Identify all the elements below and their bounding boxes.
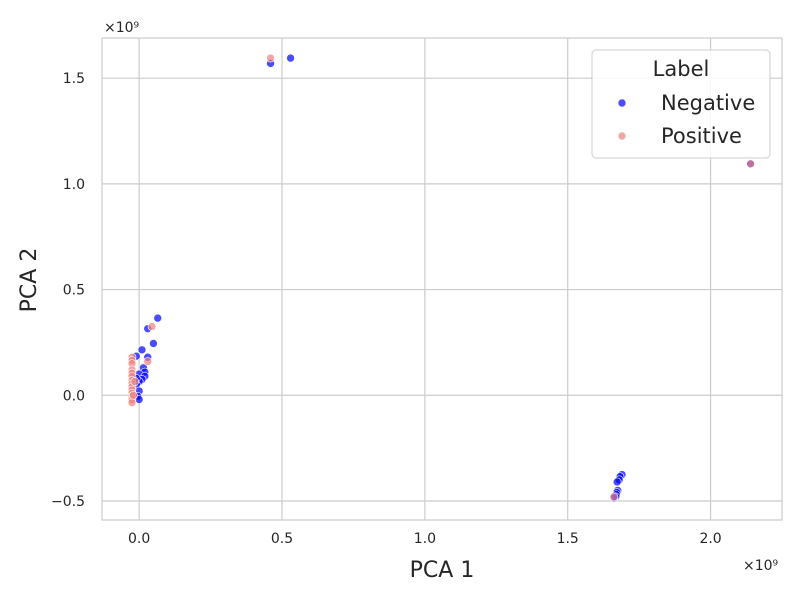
x-tick-label: 0.5 [271, 531, 293, 547]
data-point-positive [609, 492, 619, 502]
y-tick-label: 0.0 [63, 388, 85, 404]
y-tick-label: −0.5 [51, 494, 85, 510]
legend-marker-positive [617, 131, 627, 141]
data-point-positive [127, 398, 137, 407]
data-point-negative [149, 339, 158, 348]
data-point-negative [153, 313, 163, 323]
x-tick-label: 0.0 [128, 531, 150, 547]
data-point-negative [137, 345, 147, 355]
x-tick-label: 1.0 [414, 531, 436, 547]
y-tick-label: 1.5 [63, 71, 85, 87]
data-point-positive [129, 390, 138, 400]
y-multiplier: ×10⁹ [104, 20, 140, 36]
data-point-positive [266, 53, 275, 63]
data-point-positive [130, 377, 140, 386]
legend-marker-negative [617, 98, 627, 108]
data-point-positive [746, 159, 755, 169]
x-multiplier: ×10⁹ [743, 558, 779, 574]
y-tick-label: 0.5 [63, 283, 85, 299]
data-point-positive [147, 322, 157, 331]
legend-label-positive: Positive [661, 124, 742, 148]
x-tick-labels: 0.0 0.5 1.0 1.5 2.0 [128, 531, 722, 547]
x-axis-title: PCA 1 [410, 558, 475, 583]
plot-frame [101, 37, 783, 521]
x-tick-label: 2.0 [699, 531, 721, 547]
legend: Label Negative Positive [591, 49, 771, 159]
y-axis-title: PCA 2 [17, 248, 42, 313]
data-point-positive [143, 357, 153, 366]
data-points [127, 53, 755, 503]
legend-title: Label [653, 57, 710, 81]
data-point-negative [612, 477, 622, 487]
y-tick-label: 1.0 [63, 177, 85, 193]
y-tick-labels: −0.5 0.0 0.5 1.0 1.5 [51, 71, 85, 510]
legend-label-negative: Negative [661, 91, 755, 115]
data-point-negative [286, 53, 295, 63]
legend-box [591, 49, 771, 159]
x-tick-label: 1.5 [557, 531, 579, 547]
